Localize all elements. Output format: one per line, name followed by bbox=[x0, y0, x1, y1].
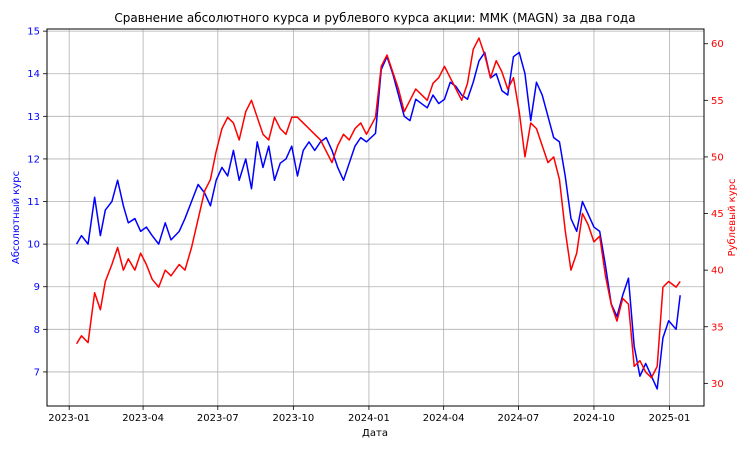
right-y-axis-label: Рублевый курс bbox=[727, 179, 738, 257]
x-tick-label: 2024-07 bbox=[497, 413, 539, 424]
left-y-tick-label: 9 bbox=[34, 282, 40, 293]
right-y-tick-label: 40 bbox=[711, 266, 724, 277]
chart-title: Сравнение абсолютного курса и рублевого … bbox=[114, 11, 635, 25]
series-lines bbox=[75, 37, 681, 390]
left-y-tick-label: 13 bbox=[27, 112, 40, 123]
x-tick-label: 2024-10 bbox=[573, 413, 615, 424]
left-y-tick-label: 8 bbox=[34, 325, 40, 336]
x-tick-label: 2023-04 bbox=[122, 413, 164, 424]
plot-frame bbox=[46, 28, 705, 407]
right-y-tick-label: 60 bbox=[711, 39, 724, 50]
left-y-axis-label: Абсолютный курс bbox=[11, 171, 22, 264]
x-axis-label: Дата bbox=[362, 428, 388, 439]
right-y-tick-label: 35 bbox=[711, 322, 724, 333]
x-tick-label: 2024-04 bbox=[423, 413, 465, 424]
left-y-tick-label: 7 bbox=[34, 367, 40, 378]
grid bbox=[47, 29, 704, 406]
right-y-tick-label: 55 bbox=[711, 96, 724, 107]
left-y-axis-ticks: 7 8 9 10 11 12 13 14 15 bbox=[27, 27, 47, 378]
right-y-tick-label: 45 bbox=[711, 209, 724, 220]
right-y-tick-label: 50 bbox=[711, 152, 724, 163]
left-y-tick-label: 12 bbox=[27, 154, 40, 165]
absolute-price-line bbox=[75, 51, 681, 390]
right-y-tick-label: 30 bbox=[711, 379, 724, 390]
left-y-tick-label: 14 bbox=[27, 69, 40, 80]
left-y-tick-label: 10 bbox=[27, 240, 40, 251]
x-tick-label: 2025-01 bbox=[649, 413, 691, 424]
x-tick-label: 2023-10 bbox=[272, 413, 314, 424]
x-tick-label: 2024-01 bbox=[348, 413, 390, 424]
x-tick-label: 2023-07 bbox=[197, 413, 239, 424]
x-tick-label: 2023-01 bbox=[48, 413, 90, 424]
right-y-axis-ticks: 30 35 40 45 50 55 60 bbox=[704, 39, 724, 390]
left-y-tick-label: 11 bbox=[27, 197, 40, 208]
left-y-tick-label: 15 bbox=[27, 27, 40, 38]
ruble-price-line bbox=[75, 37, 681, 379]
x-axis-ticks: 2023-01 2023-04 2023-07 2023-10 2024-01 2024-… bbox=[48, 406, 690, 424]
